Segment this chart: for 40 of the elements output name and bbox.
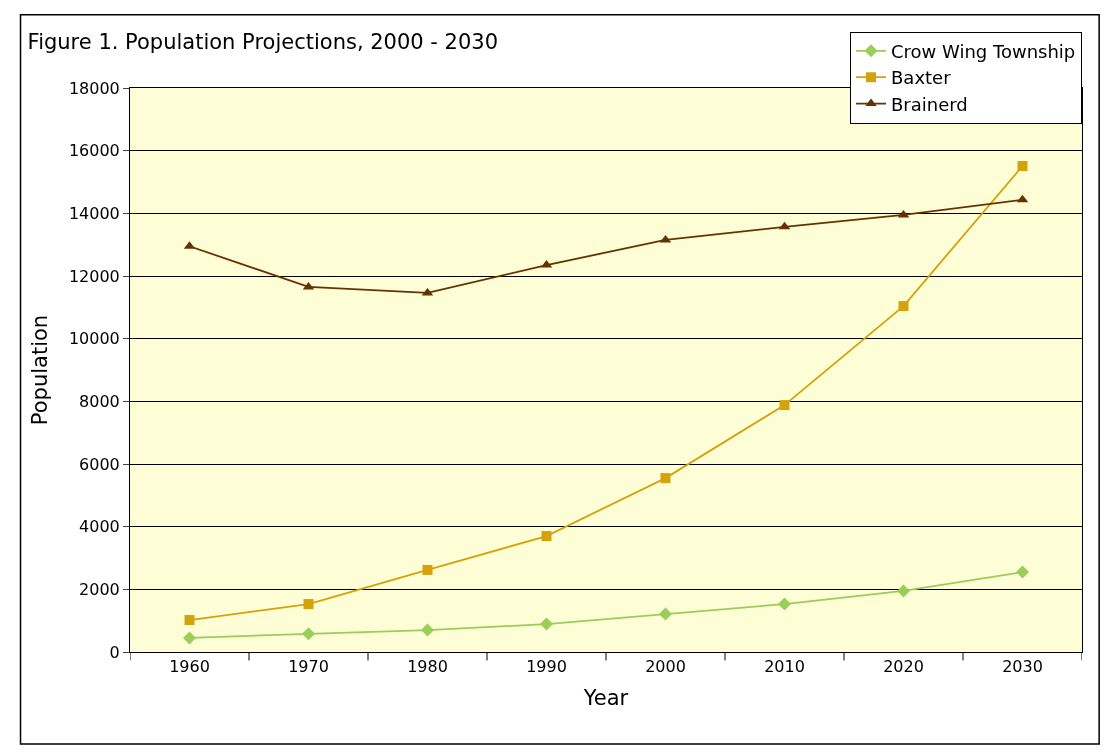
point [897,584,910,598]
point [898,301,909,312]
x-axis-title: Year [582,686,629,711]
point [660,473,671,484]
point [183,631,196,645]
y-tick-label: 8000 [79,391,120,411]
x-tick-label: 1990 [526,657,567,677]
point [422,564,433,575]
y-tick-label: 18000 [68,78,120,98]
point [778,597,791,611]
x-tick-label: 2000 [645,657,686,677]
point [302,627,315,641]
x-tick-label: 2030 [1002,657,1043,677]
legend-label: Brainerd [891,93,968,115]
y-tick-label: 14000 [68,203,120,223]
point [779,400,790,411]
legend-label: Baxter [891,67,952,89]
y-tick-label: 16000 [68,141,120,161]
x-tick-label: 1960 [169,657,210,677]
point [184,615,195,626]
y-tick-label: 6000 [79,454,120,474]
x-tick-label: 2020 [883,657,924,677]
x-tick-label: 1970 [288,657,329,677]
x-tick-label: 1980 [407,657,448,677]
point [421,623,434,637]
y-tick-label: 0 [109,642,120,662]
y-tick-label: 10000 [68,329,120,349]
y-tick-label: 12000 [68,266,120,286]
y-axis-title: Population [28,314,53,426]
point [541,531,552,542]
point [1017,161,1028,172]
point [303,599,314,610]
chart-title: Figure 1. Population Projections, 2000 - 2030 [27,29,499,54]
point [1016,565,1029,579]
legend-label: Crow Wing Township [891,40,1076,62]
y-tick-label: 2000 [79,579,120,599]
y-tick-label: 4000 [79,517,120,537]
point [659,607,672,621]
point [540,617,553,631]
x-tick-label: 2010 [764,657,805,677]
